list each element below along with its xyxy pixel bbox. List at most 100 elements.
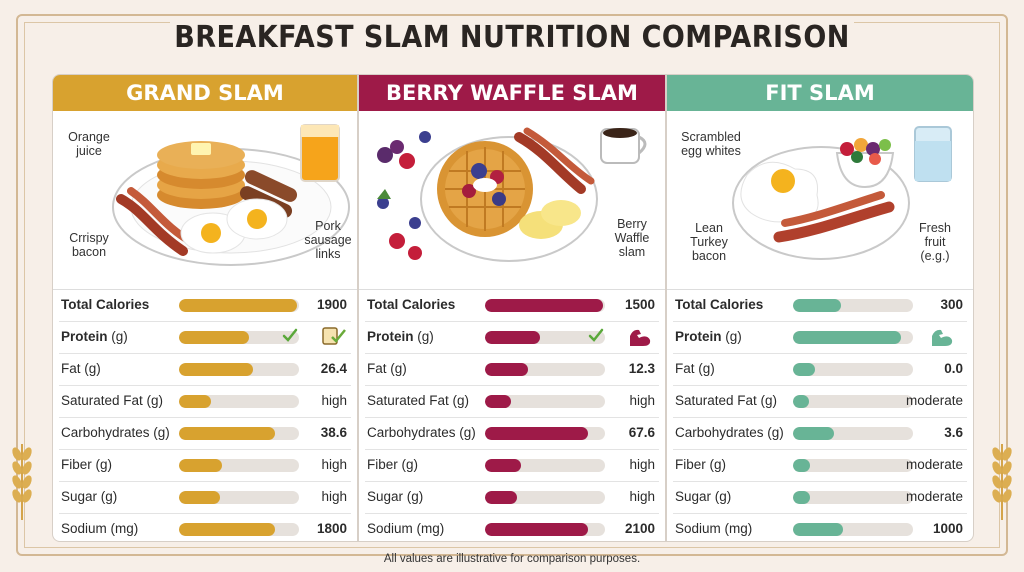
panel-header: GRAND SLAM [53, 75, 357, 111]
nutrition-row: Sodium (mg) 1000 [673, 514, 967, 541]
nutrient-label: Sodium (mg) [61, 521, 139, 536]
nutrient-value: 12.3 [628, 361, 655, 376]
fit-slam-illustration: Scrambled egg whites Lean Turkey bacon Fres… [667, 111, 973, 290]
nutrition-row: Sugar (g) high [365, 482, 659, 514]
nutrient-bar-track [179, 491, 299, 504]
berry-waffle-slam-panel: BERRY WAFFLE SLAM [358, 74, 666, 542]
flexed-arm-icon [630, 329, 651, 346]
nutrient-label: Sugar (g) [675, 489, 732, 504]
nutrient-bar-track [793, 459, 913, 472]
nutrient-value: high [629, 393, 655, 408]
nutrient-bar-track [793, 299, 913, 312]
nutrient-bar-track [793, 331, 913, 344]
nutrient-value: high [629, 457, 655, 472]
nutrient-bar-track [485, 459, 605, 472]
nutrient-value: high [629, 489, 655, 504]
nutrition-row: Sugar (g) moderate [673, 482, 967, 514]
nutrient-bar-fill [793, 299, 841, 312]
panel-header: BERRY WAFFLE SLAM [359, 75, 665, 111]
nutrient-label: Total Calories [675, 297, 764, 312]
berry-waffle-plate-icon [377, 127, 647, 262]
nutrient-label: Fat (g) [61, 361, 101, 376]
nutrient-bar-track [179, 363, 299, 376]
nutrient-label: Saturated Fat (g) [675, 393, 778, 408]
nutrient-bar-fill [179, 299, 297, 312]
nutrient-value: 1500 [624, 297, 655, 312]
nutrient-label: Fiber (g) [61, 457, 113, 472]
nutrient-label: Total Calories [367, 297, 456, 312]
nutrient-bar-fill [485, 363, 529, 376]
nutrient-value: 300 [940, 297, 963, 312]
check-icon [282, 328, 298, 342]
nutrient-bar-fill [793, 363, 815, 376]
nutrient-label: Carbohydrates (g) [367, 425, 476, 440]
nutrient-label: Sodium (mg) [675, 521, 753, 536]
nutrient-bar-fill [485, 331, 541, 344]
nutrient-value: 0.0 [944, 361, 963, 376]
nutrition-row: Fat (g) 0.0 [673, 354, 967, 386]
nutrient-value: 26.4 [320, 361, 347, 376]
nutrition-row: Protein (g) [365, 322, 659, 354]
nutrition-row: Fiber (g) high [365, 450, 659, 482]
nutrient-bar-fill [179, 363, 254, 376]
nutrient-bar-track [485, 363, 605, 376]
fit-slam-panel: FIT SLAM Scrambled egg whites Lean Turkey b… [666, 74, 974, 542]
fit-slam-plate-icon [732, 126, 952, 260]
nutrient-bar-track [179, 523, 299, 536]
nutrient-value: 67.6 [628, 425, 655, 440]
nutrient-value: moderate [905, 457, 963, 472]
nutrient-value: moderate [905, 393, 963, 408]
fit-slam-nutrition-table: Total Calories 300 Protein (g) Fat (g) 0.0 Sa… [667, 290, 973, 541]
nutrition-row: Fat (g) 12.3 [365, 354, 659, 386]
wheat-left-icon [12, 444, 32, 520]
nutrient-bar-fill [793, 523, 844, 536]
nutrient-bar-track [485, 331, 605, 344]
nutrient-bar-fill [485, 523, 589, 536]
nutrient-bar-track [793, 395, 913, 408]
page-title: BREAKFAST SLAM NUTRITION COMPARISON [174, 20, 850, 55]
nutrient-label: Fiber (g) [367, 457, 419, 472]
nutrient-label: Fat (g) [675, 361, 715, 376]
caption-fresh-fruit: Fresh fruit (e.g.) [919, 221, 951, 263]
nutrition-row: Carbohydrates (g) 38.6 [59, 418, 351, 450]
nutrition-row: Carbohydrates (g) 3.6 [673, 418, 967, 450]
nutrient-bar-track [179, 299, 299, 312]
nutrient-bar-track [485, 395, 605, 408]
nutrient-label: Total Calories [61, 297, 150, 312]
nutrient-value: high [321, 393, 347, 408]
grand-slam-panel: GRAND SLAM Orange juice [52, 74, 358, 542]
cup-check-icon [322, 327, 346, 345]
nutrient-label: Sugar (g) [367, 489, 424, 504]
nutrient-bar-track [793, 427, 913, 440]
wheat-right-icon [992, 444, 1012, 520]
nutrition-row: Carbohydrates (g) 67.6 [365, 418, 659, 450]
nutrient-bar-track [179, 427, 299, 440]
nutrient-value: high [321, 457, 347, 472]
nutrient-bar-track [485, 491, 605, 504]
nutrient-label: Fat (g) [367, 361, 407, 376]
nutrient-bar-fill [179, 427, 275, 440]
nutrient-value: moderate [905, 489, 963, 504]
panel-header: FIT SLAM [667, 75, 973, 111]
nutrient-value: 2100 [624, 521, 655, 536]
nutrition-row: Saturated Fat (g) high [59, 386, 351, 418]
berry-waffle-nutrition-table: Total Calories 1500 Protein (g) Fat (g) 12.3… [359, 290, 665, 541]
nutrition-row: Total Calories 300 [673, 290, 967, 322]
nutrition-row: Protein (g) [673, 322, 967, 354]
nutrient-label: Sugar (g) [61, 489, 118, 504]
nutrient-label: Protein (g) [61, 329, 128, 344]
nutrition-row: Total Calories 1500 [365, 290, 659, 322]
caption-berry-waffle: Berry Waffle slam [614, 217, 650, 259]
caption-scrambled-egg-whites: Scrambled egg whites [681, 130, 741, 158]
nutrient-bar-track [793, 363, 913, 376]
nutrient-bar-fill [793, 491, 810, 504]
nutrient-label: Carbohydrates (g) [61, 425, 170, 440]
grand-slam-plate-icon [112, 124, 350, 266]
nutrient-value: 3.6 [944, 425, 963, 440]
nutrient-bar-track [793, 523, 913, 536]
nutrient-bar-fill [793, 459, 810, 472]
nutrient-bar-track [485, 299, 605, 312]
nutrition-row: Sodium (mg) 2100 [365, 514, 659, 541]
grand-slam-nutrition-table: Total Calories 1900 Protein (g) Fat (g) 26.4… [53, 290, 357, 541]
nutrient-label: Carbohydrates (g) [675, 425, 784, 440]
